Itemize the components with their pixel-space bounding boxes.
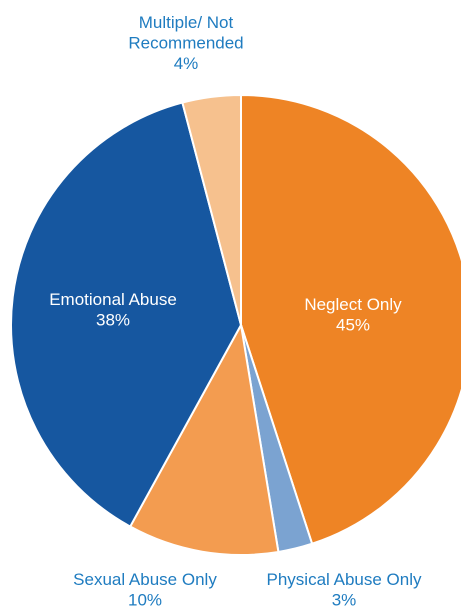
slice-percent: 3% bbox=[332, 590, 357, 609]
slice-name: Recommended bbox=[128, 33, 243, 52]
slice-name: Emotional Abuse bbox=[49, 290, 177, 309]
slice-label-emotional-abuse: Emotional Abuse 38% bbox=[49, 290, 177, 329]
slice-name: Sexual Abuse Only bbox=[73, 570, 217, 589]
pie-slice-neglect-only bbox=[240, 93, 461, 546]
slice-name: Physical Abuse Only bbox=[267, 570, 422, 589]
slice-percent: 38% bbox=[96, 310, 130, 329]
slice-labels: Neglect Only 45% Physical Abuse Only 3% Sexu… bbox=[49, 13, 422, 609]
slice-label-neglect-only: Neglect Only 45% bbox=[304, 295, 402, 334]
pie-slices bbox=[10, 93, 461, 556]
slice-percent: 10% bbox=[128, 590, 162, 609]
slice-label-multiple-not-recommended: Multiple/ Not Recommended 4% bbox=[128, 13, 243, 73]
slice-percent: 4% bbox=[174, 54, 199, 73]
slice-label-physical-abuse-only: Physical Abuse Only 3% bbox=[267, 570, 422, 609]
pie-slice-multiple-not-recommended bbox=[181, 93, 242, 326]
slice-label-sexual-abuse-only: Sexual Abuse Only 10% bbox=[73, 570, 217, 609]
slice-percent: 45% bbox=[336, 315, 370, 334]
slice-name: Multiple/ Not bbox=[139, 13, 234, 32]
slice-name: Neglect Only bbox=[304, 295, 402, 314]
pie-slice-emotional-abuse bbox=[10, 101, 243, 528]
pie-slice-sexual-abuse-only bbox=[128, 321, 280, 556]
